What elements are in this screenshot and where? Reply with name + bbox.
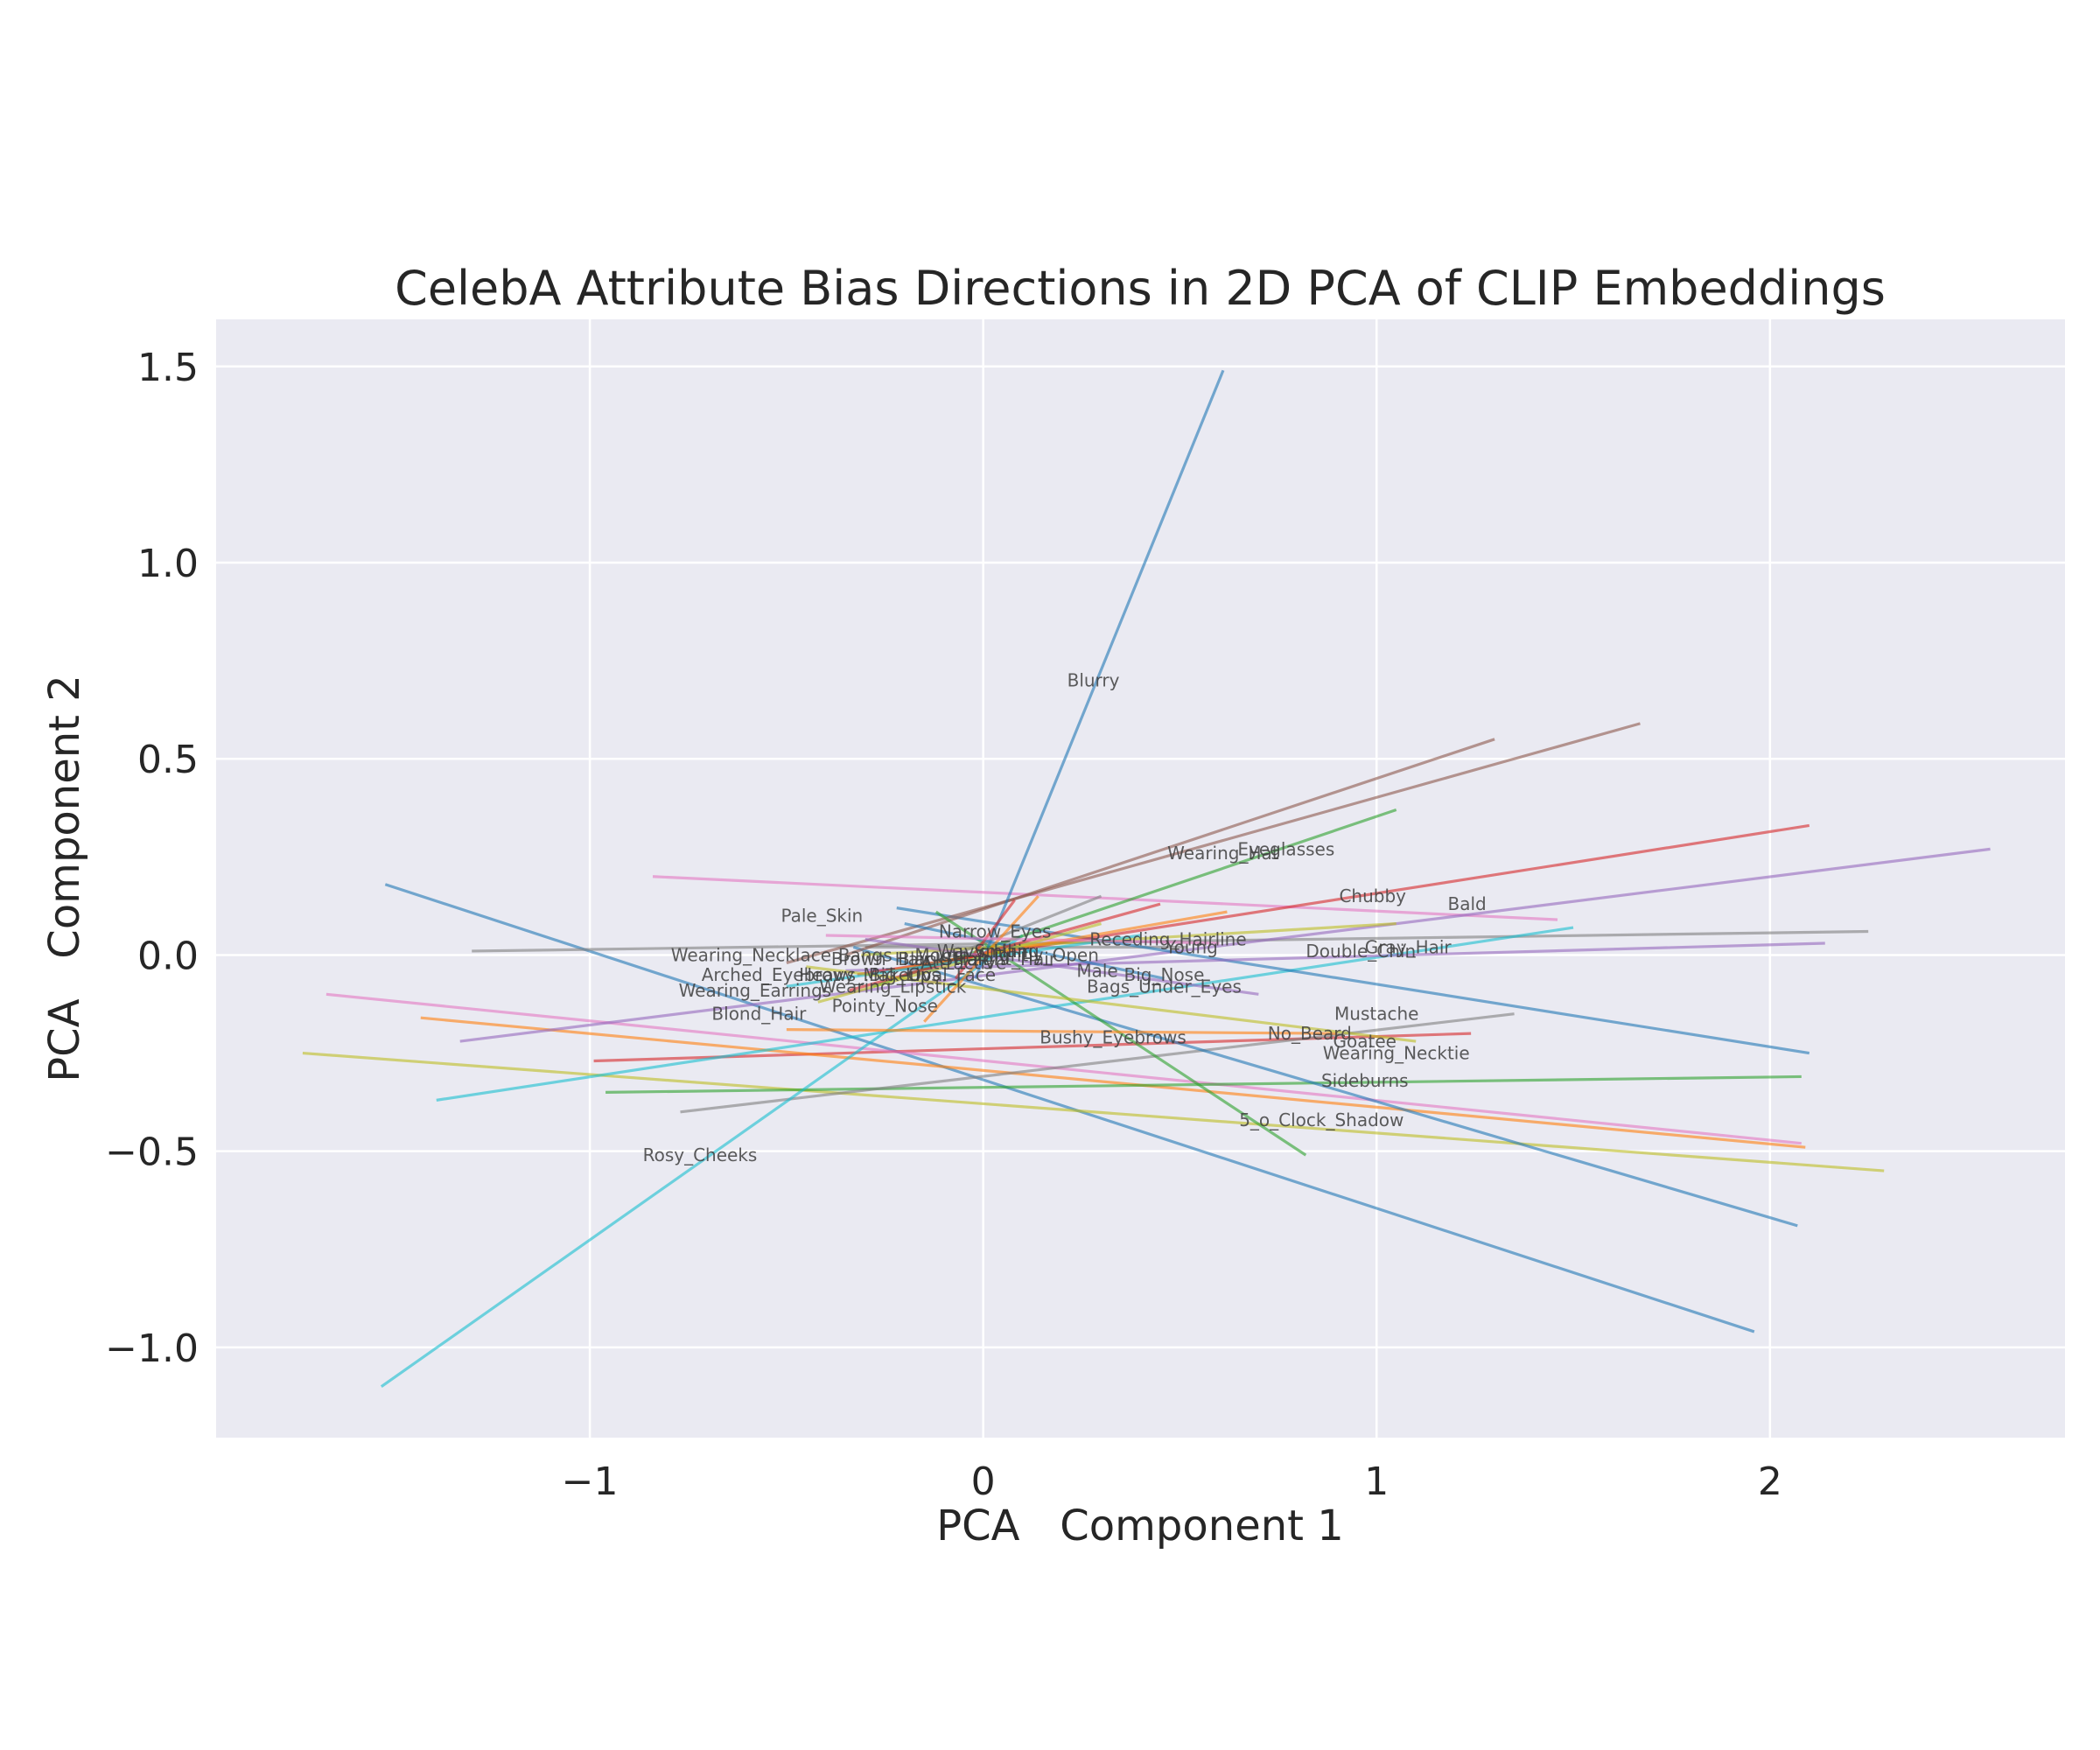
chart-title: CelebA Attribute Bias Directions in 2D P… — [395, 261, 1886, 316]
attribute-label-wearing-earrings: Wearing_Earrings — [679, 980, 832, 1001]
direction-line-14 — [852, 945, 1798, 1228]
attribute-label-smiling: Smiling — [975, 941, 1040, 962]
attribute-label-bushy-eyebrows: Bushy_Eyebrows — [1040, 1027, 1186, 1048]
direction-line-5 — [420, 1016, 1806, 1149]
attribute-label-wearing-necklace: Wearing_Necklace — [671, 944, 831, 965]
attribute-label-bald: Bald — [1448, 893, 1487, 914]
attribute-label-big-lips: Big_Lips — [869, 964, 941, 985]
attribute-label-arched-eyebrows: Arched_Eyebrows — [702, 964, 856, 985]
attribute-label-gray-hair: Gray_Hair — [1365, 936, 1452, 957]
attribute-label-eyeglasses: Eyeglasses — [1237, 838, 1334, 859]
y-tick-label-0: 1.5 — [137, 346, 199, 390]
attribute-label-5-o-clock-shadow: 5_o_Clock_Shadow — [1239, 1110, 1404, 1130]
attribute-label-mustache: Mustache — [1334, 1004, 1418, 1025]
direction-line-31 — [825, 934, 1220, 945]
direction-line-34 — [806, 965, 1417, 1043]
y-tick-labels: 1.5 1.0 0.5 0.0 −0.5 −1.0 — [105, 346, 199, 1371]
direction-line-33 — [864, 937, 1259, 996]
y-tick-label-2: 0.5 — [137, 738, 199, 782]
attribute-label-attractive: Attractive — [920, 952, 1006, 973]
x-tick-label-1: 0 — [971, 1460, 996, 1504]
attribute-label-wearing-lipstick: Wearing_Lipstick — [819, 976, 967, 997]
attribute-label-heavy-makeup: Heavy_Makeup — [799, 964, 931, 985]
y-tick-label-4: −0.5 — [105, 1130, 199, 1175]
attribute-label-bags-under-eyes: Bags_Under_Eyes — [1087, 976, 1242, 997]
direction-line-29 — [786, 1028, 1338, 1035]
attribute-label-receding-hairline: Receding_Hairline — [1089, 929, 1246, 950]
attribute-label-blond-hair: Blond_Hair — [711, 1004, 807, 1025]
y-tick-label-1: 1.0 — [137, 542, 199, 586]
y-tick-label-5: −1.0 — [105, 1326, 199, 1371]
direction-line-7 — [326, 992, 1802, 1145]
direction-line-13 — [896, 906, 1810, 1055]
direction-line-15 — [845, 942, 1825, 972]
direction-line-4 — [652, 875, 1558, 921]
attribute-label-bangs: Bangs — [838, 944, 892, 965]
attribute-label-chubby: Chubby — [1339, 886, 1406, 906]
attribute-label-narrow-eyes: Narrow_Eyes — [939, 921, 1052, 942]
attribute-label-sideburns: Sideburns — [1321, 1070, 1409, 1091]
attribute-label-black-hair: Black_Hair — [898, 948, 990, 970]
attribute-label-wearing-hat: Wearing_Hat — [1167, 843, 1279, 864]
direction-line-23 — [974, 369, 1225, 979]
direction-line-1 — [593, 1032, 1472, 1063]
attribute-label-straight-hair: Straight_Hair — [942, 948, 1057, 970]
attribute-label-wearing-necktie: Wearing_Necktie — [1323, 1043, 1470, 1064]
grid-lines — [216, 319, 2065, 1438]
direction-line-20 — [861, 921, 1396, 957]
attribute-label-goatee: Goatee — [1334, 1031, 1396, 1052]
plot-area — [216, 319, 2065, 1438]
direction-line-10 — [459, 847, 1991, 1043]
attribute-label-wavy-hair: Wavy_Hair — [937, 941, 1030, 962]
direction-line-12 — [380, 934, 1024, 1389]
x-tick-label-3: 2 — [1758, 1460, 1782, 1504]
x-tick-labels: −1 0 1 2 — [562, 1460, 1782, 1504]
direction-line-11 — [680, 1012, 1515, 1114]
direction-line-32 — [817, 922, 1102, 1004]
attribute-label-pointy-nose: Pointy_Nose — [832, 996, 938, 1017]
attribute-label-male: Male — [1076, 960, 1117, 981]
direction-line-26 — [849, 902, 1161, 992]
direction-line-0 — [384, 883, 1755, 1334]
attribute-label-pale-skin: Pale_Skin — [780, 906, 863, 927]
attribute-label-oval-face: Oval_Face — [907, 964, 996, 985]
y-tick-label-3: 0.0 — [137, 934, 199, 978]
bias-direction-lines — [302, 369, 1991, 1389]
direction-line-17 — [844, 738, 1495, 956]
attribute-label-no-beard: No_Beard — [1268, 1023, 1352, 1044]
x-axis-label: PCA Component 1 — [936, 1502, 1344, 1550]
attribute-label-rosy-cheeks: Rosy_Cheeks — [643, 1144, 758, 1166]
direction-line-16 — [786, 722, 1641, 964]
attribute-label-brown-hair: Brown_Hair — [831, 948, 932, 970]
direction-line-3 — [302, 1051, 1885, 1172]
attribute-label-double-chin: Double_Chin — [1306, 941, 1416, 962]
attribute-label-big-nose: Big_Nose — [1124, 964, 1205, 985]
y-axis-label: PCA Component 2 — [40, 675, 89, 1082]
attribute-label-blurry: Blurry — [1068, 670, 1120, 691]
x-tick-label-0: −1 — [562, 1460, 619, 1504]
attribute-label-young: Young — [1165, 936, 1218, 957]
attribute-label-mouth-slightly-open: Mouth_Slightly_Open — [914, 944, 1099, 965]
x-tick-label-2: 1 — [1364, 1460, 1389, 1504]
